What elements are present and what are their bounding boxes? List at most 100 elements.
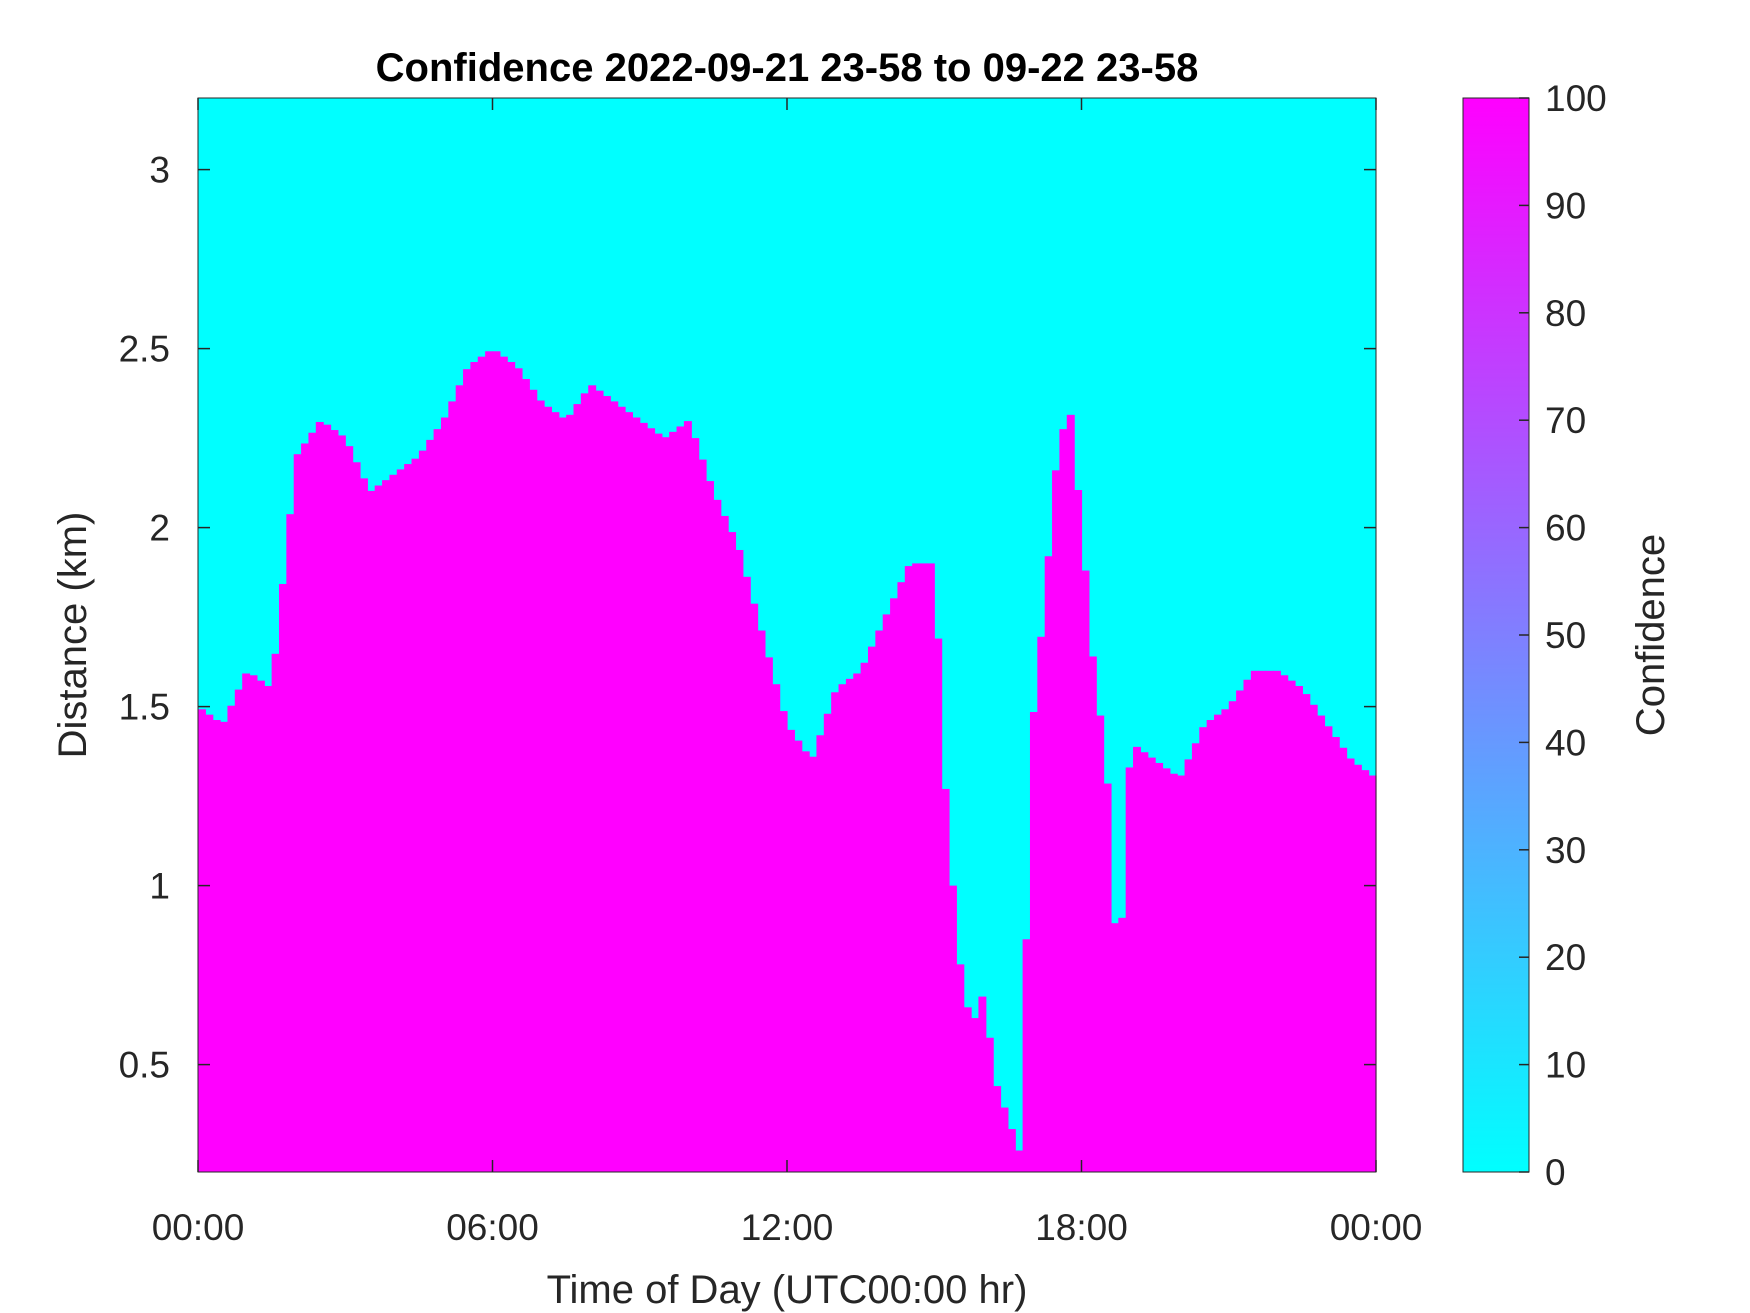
colorbar-tick-label: 0: [1545, 1152, 1566, 1193]
heatmap-cell: [1331, 737, 1340, 1172]
heatmap-cell: [205, 714, 214, 1172]
heatmap-cell: [411, 458, 420, 1172]
heatmap-cell: [499, 356, 508, 1172]
colorbar-tick-label: 100: [1545, 78, 1607, 119]
y-axis: 0.5 1 1.5 2 2.5 3: [119, 150, 1376, 1086]
heatmap-cell: [382, 480, 391, 1172]
colorbar-tick-label: 40: [1545, 722, 1586, 763]
heatmap-cell: [1081, 570, 1090, 1172]
heatmap-cell: [1324, 726, 1333, 1172]
heatmap-cell: [801, 751, 810, 1172]
heatmap-cell: [337, 435, 346, 1172]
y-axis-label: Distance (km): [51, 512, 95, 759]
colorbar-label: Confidence: [1629, 534, 1673, 736]
colorbar-ticks: 0 10 20 30 40 50 60 70 80 90 100: [1519, 78, 1607, 1193]
heatmap-cell: [507, 362, 516, 1172]
heatmap-cell: [426, 439, 435, 1172]
heatmap-cell: [389, 474, 398, 1172]
heatmap-cell: [396, 469, 405, 1172]
heatmap-cell: [1317, 715, 1326, 1172]
heatmap-cell: [595, 390, 604, 1172]
heatmap-cell: [323, 424, 332, 1172]
heatmap-cell: [617, 406, 626, 1172]
heatmap-cell: [1118, 917, 1127, 1172]
heatmap-cell: [1191, 743, 1200, 1172]
heatmap-cell: [713, 499, 722, 1172]
y-tick-label: 2.5: [119, 329, 170, 370]
heatmap-cell: [676, 426, 685, 1173]
colorbar-tick-label: 60: [1545, 508, 1586, 549]
heatmap-cell: [772, 684, 781, 1172]
heatmap-cell: [544, 406, 552, 1172]
heatmap-cell: [301, 443, 310, 1173]
heatmap-cell: [220, 721, 229, 1172]
plot-area: [197, 97, 1377, 1173]
colorbar-tick-label: 30: [1545, 830, 1586, 871]
heatmap-cell: [1228, 701, 1237, 1172]
colorbar-tick-label: 80: [1545, 293, 1586, 334]
heatmap-cell: [1265, 670, 1274, 1172]
heatmap-cell: [418, 450, 427, 1172]
heatmap-cell: [683, 421, 692, 1173]
heatmap-cell: [1177, 775, 1186, 1172]
heatmap-cell: [1052, 470, 1061, 1172]
colorbar-tick-label: 90: [1545, 185, 1586, 226]
heatmap-cell: [794, 740, 803, 1172]
heatmap-cell: [359, 478, 368, 1173]
heatmap-cell: [728, 532, 737, 1172]
heatmap-cell: [1206, 720, 1215, 1172]
heatmap-cell: [433, 429, 442, 1172]
heatmap-cell: [1302, 694, 1311, 1172]
heatmap-cell: [669, 431, 678, 1173]
y-tick-label: 0.5: [119, 1045, 170, 1086]
heatmap-cell: [234, 689, 243, 1172]
heatmap-cell: [1250, 670, 1259, 1172]
heatmap-cell: [352, 462, 361, 1172]
heatmap-cell: [787, 729, 795, 1172]
heatmap-cell: [764, 657, 773, 1172]
heatmap-cell: [875, 630, 884, 1172]
heatmap-cell: [1000, 1107, 1009, 1172]
heatmap-cell: [463, 369, 472, 1172]
heatmap-cell: [1007, 1129, 1016, 1172]
heatmap-cell: [654, 433, 663, 1173]
heatmap-cell: [558, 417, 567, 1172]
heatmap-cell: [779, 711, 788, 1172]
heatmap-cell: [1162, 768, 1171, 1172]
heatmap-cell: [897, 582, 906, 1172]
heatmap-cell: [890, 598, 899, 1172]
heatmap-cell: [735, 549, 744, 1172]
heatmap-cell: [1184, 759, 1193, 1172]
heatmap-cell: [551, 412, 560, 1172]
heatmap-cell: [845, 678, 854, 1172]
heatmap-cell: [1147, 757, 1156, 1172]
heatmap-cell: [1295, 686, 1303, 1172]
heatmap-cell: [440, 417, 449, 1172]
heatmap-cell: [404, 464, 413, 1172]
heatmap-cell: [661, 437, 670, 1173]
y-tick-label: 3: [149, 150, 170, 191]
heatmap-cell: [242, 673, 251, 1172]
y-tick-label: 1.5: [119, 687, 170, 728]
heatmap-cell: [1236, 690, 1245, 1172]
heatmap-cell: [1272, 670, 1281, 1172]
heatmap-cell: [1074, 490, 1083, 1172]
heatmap-cell: [580, 393, 589, 1173]
heatmap-cell: [374, 485, 383, 1172]
heatmap-cell: [985, 1037, 994, 1172]
heatmap-cell: [926, 563, 935, 1172]
x-axis: 00:00 06:00 12:00 18:00 00:00: [152, 98, 1422, 1248]
heatmap-cell: [1368, 775, 1377, 1172]
heatmap-cell: [639, 422, 648, 1172]
heatmap-cell: [536, 400, 545, 1172]
heatmap-cell: [698, 459, 707, 1173]
heatmap-cell: [904, 566, 913, 1172]
heatmap-cell: [588, 385, 597, 1172]
heatmap-cell: [1037, 636, 1046, 1172]
heatmap-cell: [838, 684, 847, 1172]
heatmap-cell: [1140, 752, 1149, 1172]
heatmap-cell: [647, 428, 656, 1172]
heatmap-cell: [1309, 704, 1318, 1172]
heatmap-cell: [308, 432, 317, 1173]
heatmap-cell: [1133, 746, 1141, 1173]
